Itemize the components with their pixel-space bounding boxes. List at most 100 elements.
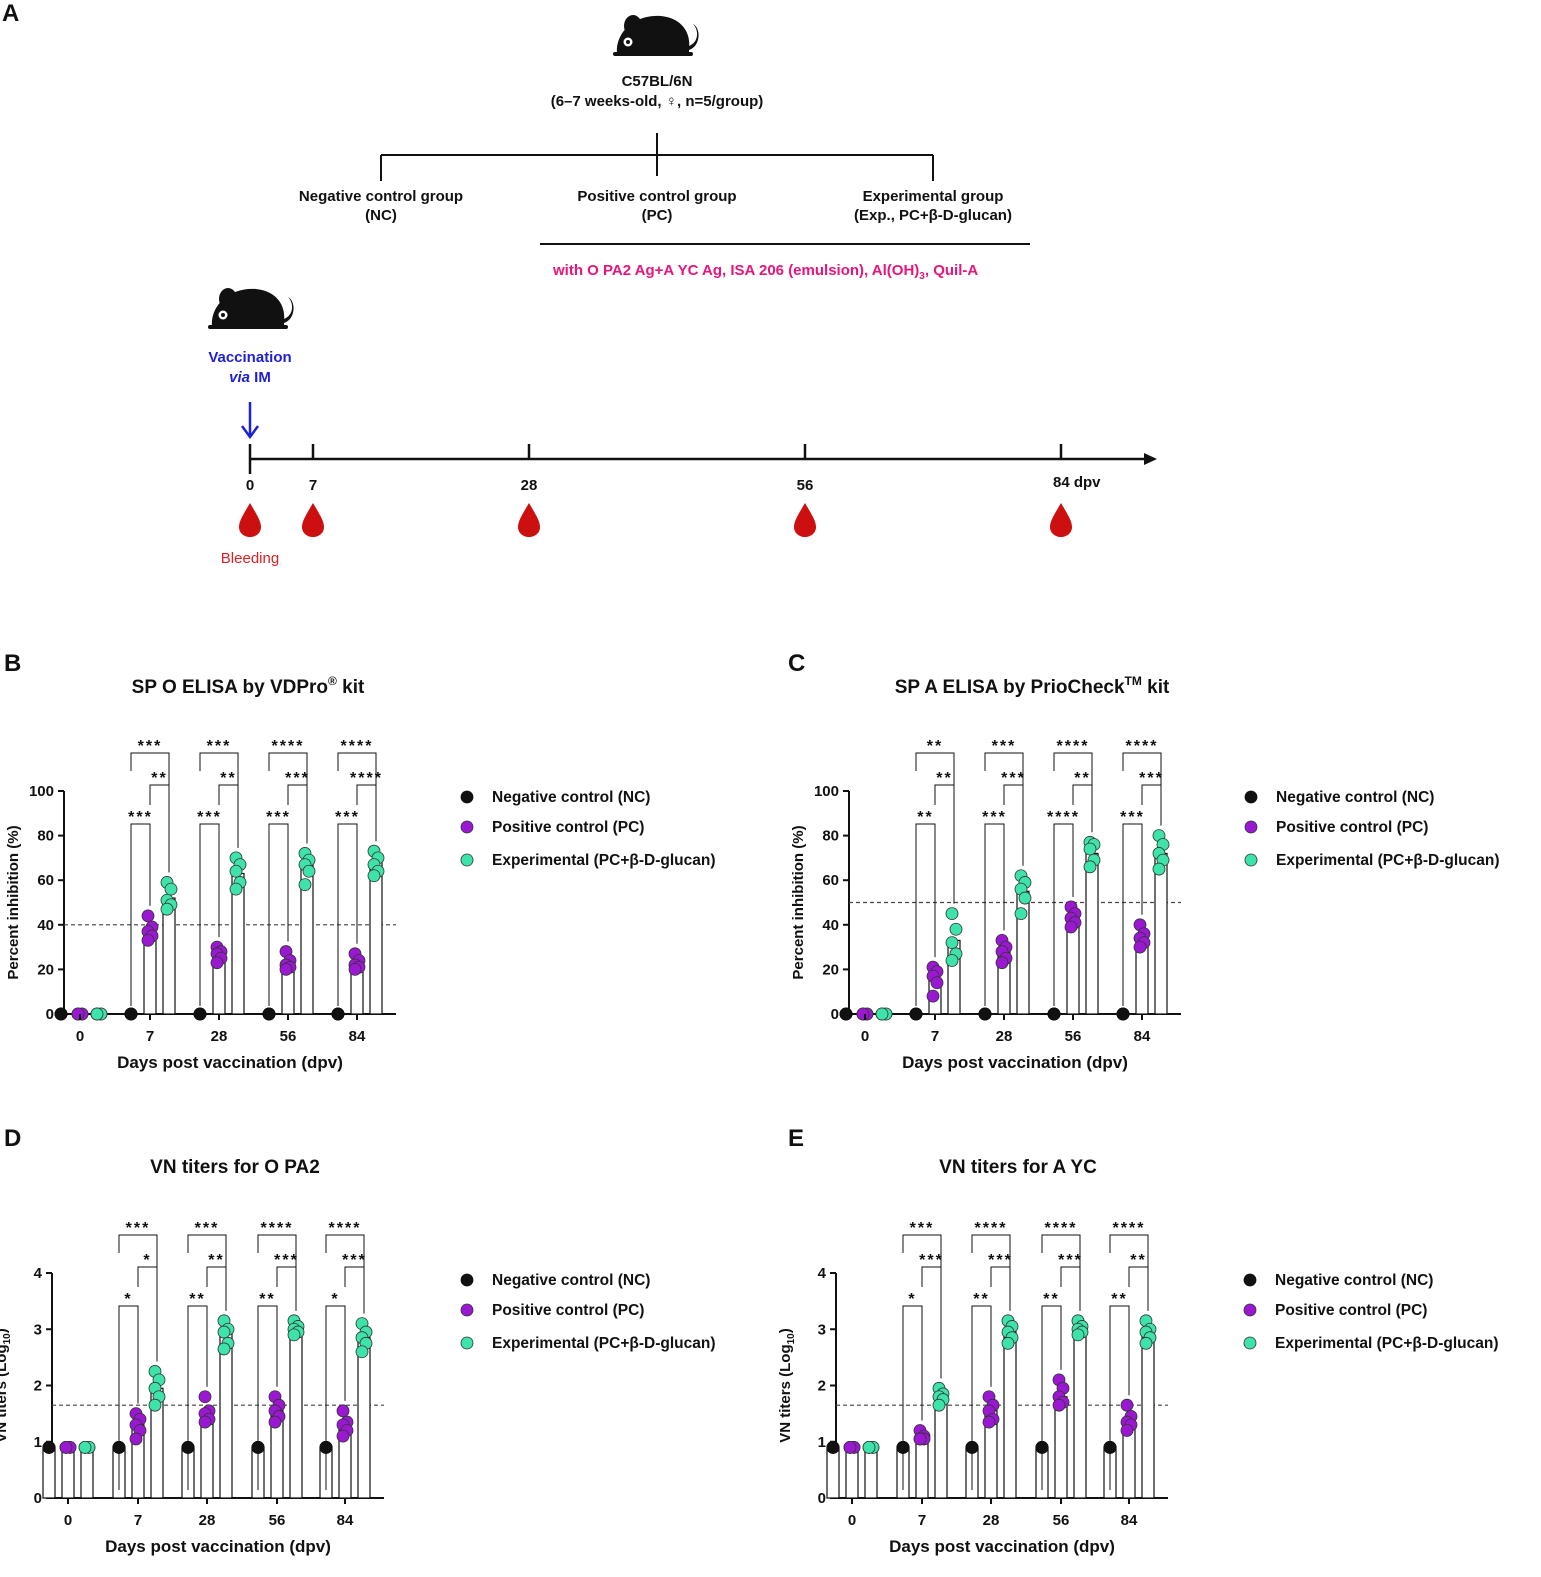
bar xyxy=(965,1446,979,1499)
data-point xyxy=(262,1007,276,1021)
data-point xyxy=(839,1007,853,1021)
x-tick-label: 28 xyxy=(996,1028,1013,1045)
data-point xyxy=(145,929,159,943)
data-point xyxy=(1047,1007,1061,1021)
chart-b: SP O ELISA by VDPro® kit 0 20 40 60 80 100 Perc… xyxy=(5,674,716,1072)
bar xyxy=(300,863,314,1015)
data-point xyxy=(251,1440,265,1454)
data-point xyxy=(54,1007,68,1021)
data-point xyxy=(82,1440,96,1454)
y-axis-label: Percent inhibition (%) xyxy=(5,825,22,979)
legend-marker xyxy=(460,1303,474,1317)
significance-stars: ** xyxy=(927,738,943,755)
data-point xyxy=(909,1007,923,1021)
significance-bracket xyxy=(356,784,377,805)
significance-stars: ** xyxy=(917,809,933,826)
x-tick-label: 28 xyxy=(211,1028,228,1045)
data-point xyxy=(949,922,963,936)
data-point xyxy=(1056,1381,1070,1395)
legend-label: Negative control (NC) xyxy=(1276,789,1434,806)
data-point xyxy=(124,1007,138,1021)
data-point xyxy=(965,1440,979,1454)
data-point xyxy=(331,1007,345,1021)
data-point xyxy=(982,1390,996,1404)
data-point xyxy=(847,1440,861,1454)
data-point xyxy=(965,1440,979,1454)
legend-label: Positive control (PC) xyxy=(1276,819,1428,836)
data-point xyxy=(54,1007,68,1021)
data-point xyxy=(1075,1325,1089,1339)
data-point xyxy=(930,965,944,979)
data-point xyxy=(42,1440,56,1454)
data-point xyxy=(331,1007,345,1021)
legend-label: Experimental (PC+β-D-glucan) xyxy=(492,1335,716,1352)
bar xyxy=(80,1446,94,1499)
data-point xyxy=(141,925,155,938)
data-point xyxy=(233,858,247,871)
data-point xyxy=(856,1007,870,1021)
bar xyxy=(1135,937,1149,1015)
x-axis-label: Days post vaccination (dpv) xyxy=(117,1053,343,1072)
data-point xyxy=(999,940,1013,954)
data-point xyxy=(1103,1440,1117,1454)
data-point xyxy=(251,1440,265,1454)
significance-stars: * xyxy=(124,1291,132,1308)
bar xyxy=(928,977,942,1015)
bar xyxy=(864,1446,878,1499)
data-point xyxy=(78,1440,92,1454)
data-point xyxy=(1116,1007,1130,1021)
bar xyxy=(289,1328,303,1499)
data-point xyxy=(1143,1331,1157,1345)
data-point xyxy=(826,1440,840,1454)
significance-stars: *** xyxy=(1001,770,1026,787)
significance-stars: ** xyxy=(151,770,167,787)
data-point xyxy=(355,1317,369,1331)
significance-stars: *** xyxy=(274,1252,299,1269)
data-point xyxy=(986,1412,1000,1426)
data-point xyxy=(932,1390,946,1404)
data-point xyxy=(42,1440,56,1454)
x-tick-label: 84 xyxy=(337,1512,354,1529)
data-point xyxy=(896,1440,910,1454)
data-point xyxy=(917,1429,931,1443)
significance-stars: *** xyxy=(988,1252,1013,1269)
significance-stars: *** xyxy=(342,1252,367,1269)
significance-bracket xyxy=(1109,1305,1130,1490)
significance-stars: **** xyxy=(1113,1220,1146,1237)
data-point xyxy=(202,1404,216,1418)
significance-stars: *** xyxy=(1120,809,1145,826)
data-point xyxy=(879,1007,893,1021)
data-point xyxy=(866,1440,880,1454)
significance-bracket xyxy=(1109,1234,1149,1311)
data-point xyxy=(193,1007,207,1021)
y-tick-label: 0 xyxy=(34,1490,42,1507)
data-point xyxy=(839,1007,853,1021)
data-point xyxy=(210,956,224,970)
data-point xyxy=(262,1007,276,1021)
bar xyxy=(270,1410,284,1499)
data-point xyxy=(843,1440,857,1454)
data-point xyxy=(94,1007,108,1021)
legend-label: Positive control (PC) xyxy=(1275,1302,1427,1319)
bar xyxy=(1073,1328,1087,1499)
data-point xyxy=(42,1440,56,1454)
data-point xyxy=(272,1398,286,1412)
data-point xyxy=(945,954,959,967)
significance-bracket xyxy=(118,1305,139,1490)
significance-bracket xyxy=(276,1266,297,1287)
significance-bracket xyxy=(137,1266,158,1287)
data-point xyxy=(355,1331,369,1345)
data-point xyxy=(896,1440,910,1454)
data-point xyxy=(251,1440,265,1454)
data-point xyxy=(826,1440,840,1454)
mouse-icon xyxy=(613,15,699,56)
data-point xyxy=(879,1007,893,1021)
bar xyxy=(1054,1396,1068,1499)
y-tick-label: 3 xyxy=(34,1321,42,1338)
group-nc-title: Negative control group xyxy=(298,188,464,205)
panel-letter-a: A xyxy=(2,0,20,27)
y-tick-label: 1 xyxy=(818,1434,826,1451)
significance-stars: *** xyxy=(1058,1252,1083,1269)
data-point xyxy=(352,960,366,974)
data-point xyxy=(198,1415,212,1429)
